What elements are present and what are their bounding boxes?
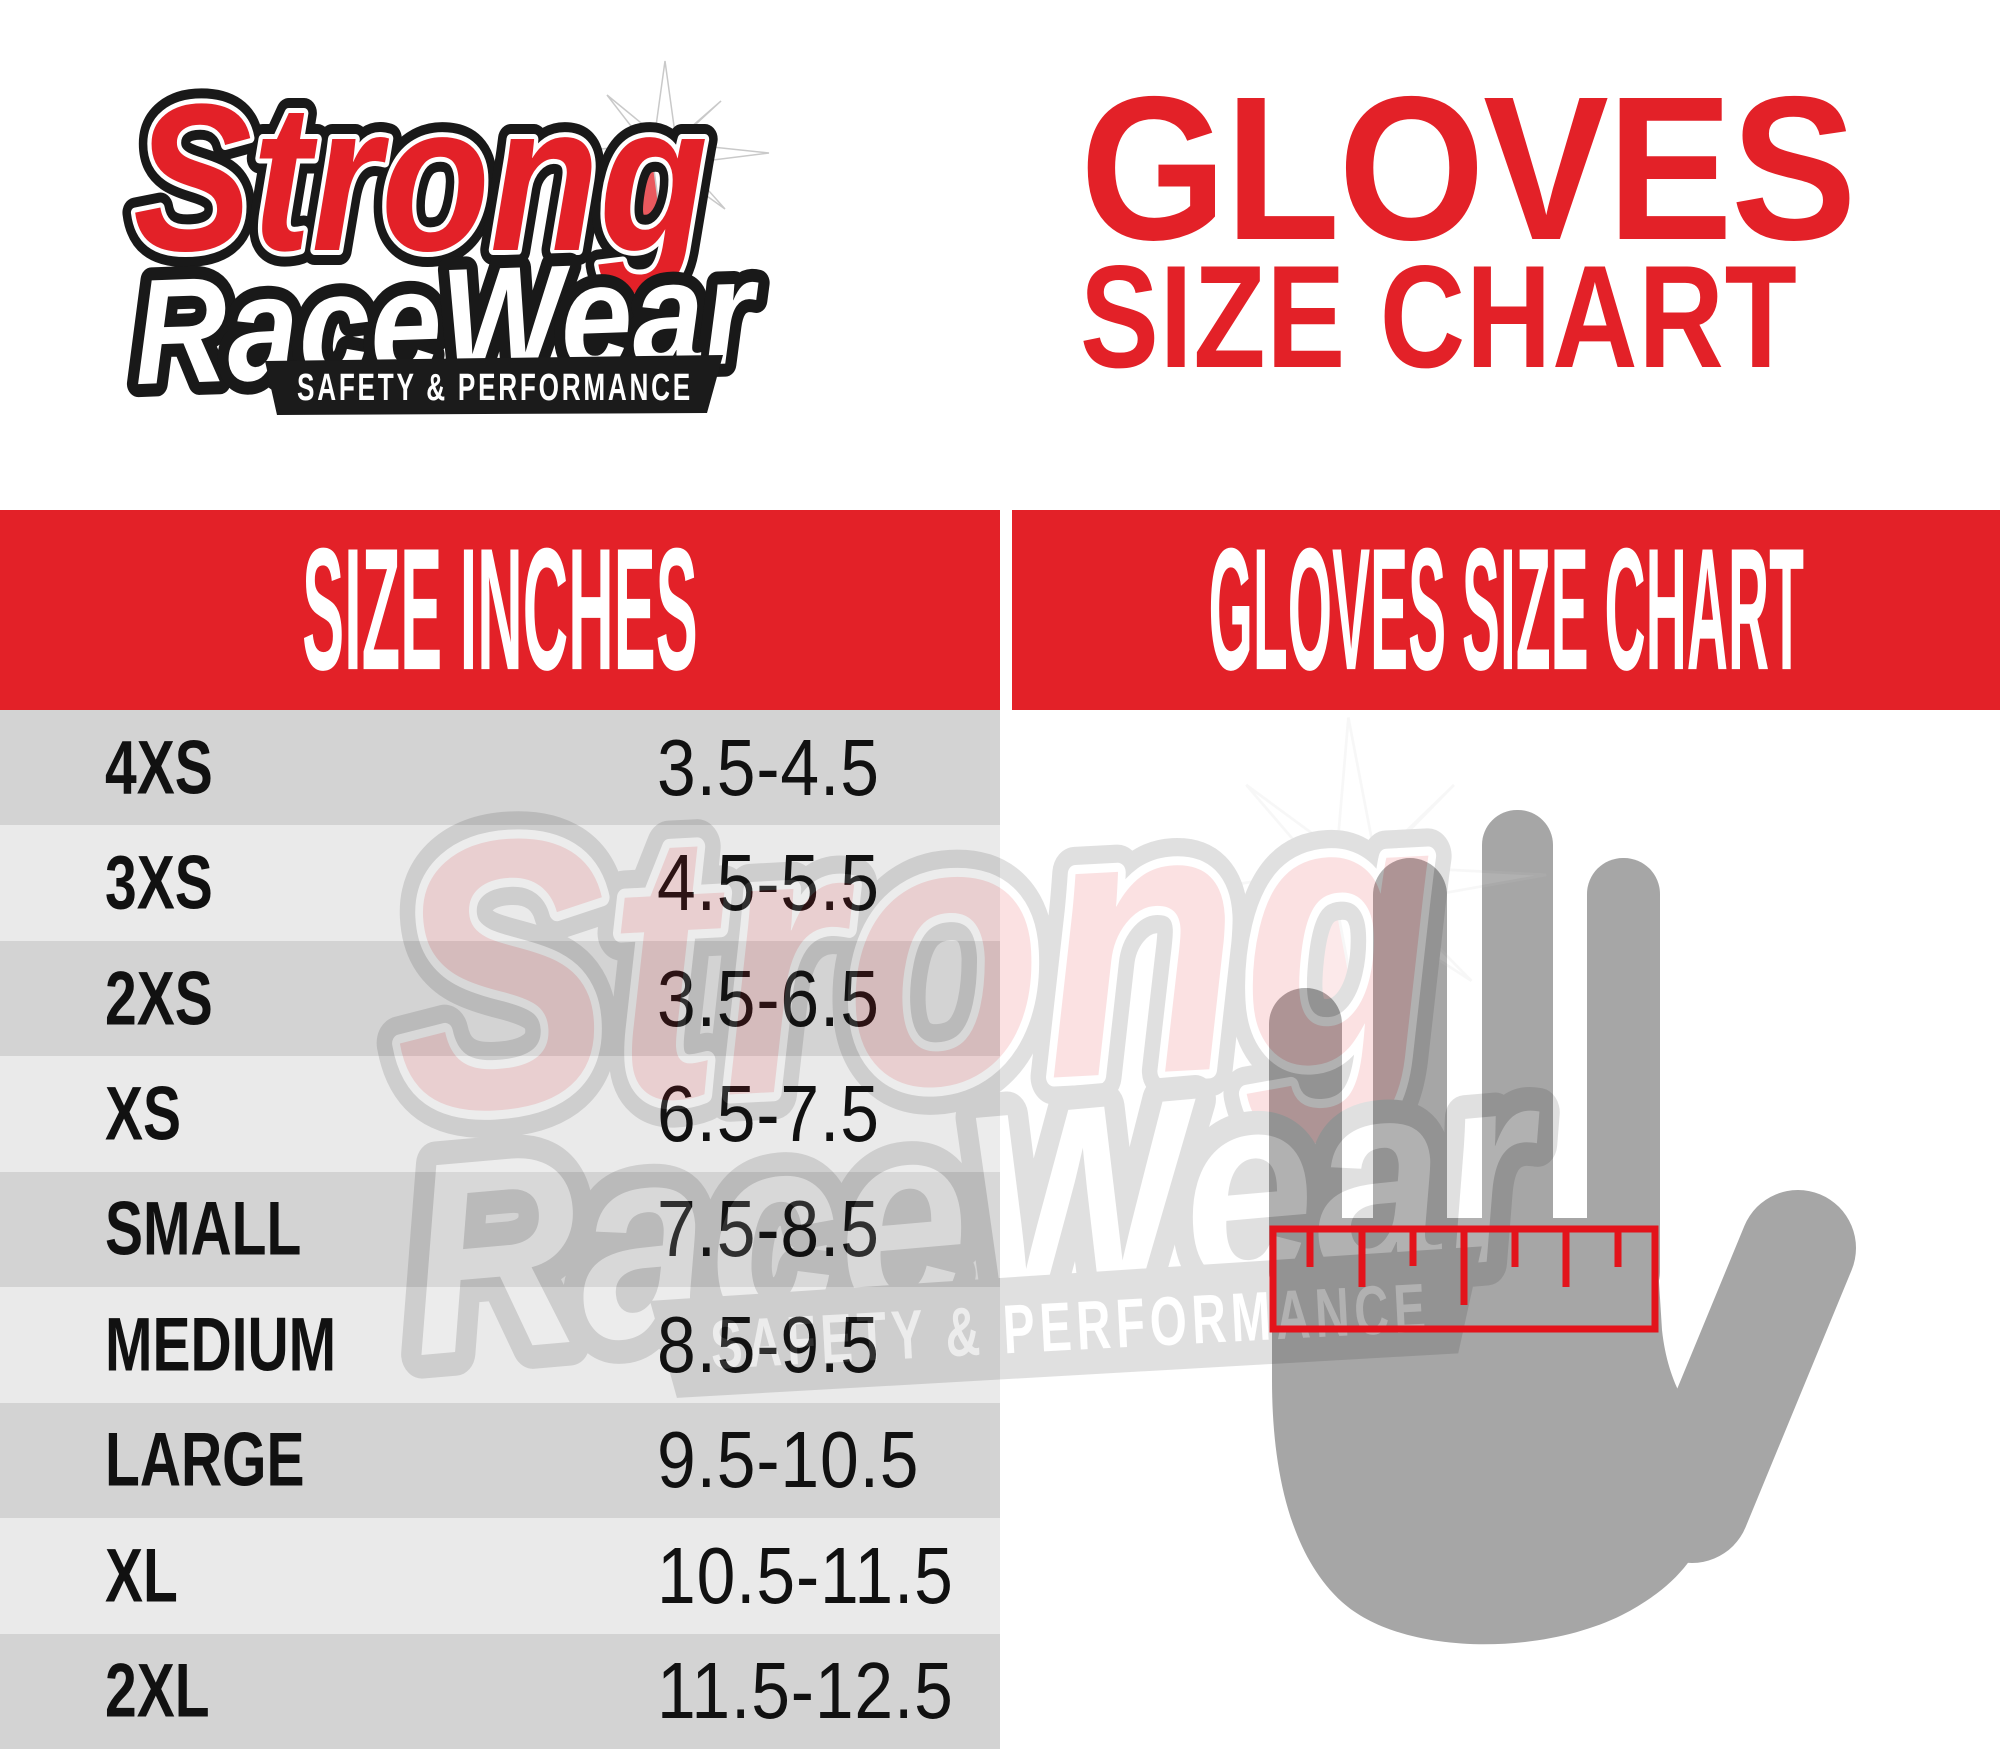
table-row: 3XS 4.5-5.5: [0, 825, 1000, 941]
logo-tagline: SAFETY & PERFORMANCE: [297, 367, 693, 409]
size-inches-value: 4.5-5.5: [657, 838, 880, 928]
thumb: [1634, 1190, 1856, 1563]
size-label: XL: [105, 1533, 178, 1619]
size-label: LARGE: [105, 1417, 305, 1503]
table-row: XS 6.5-7.5: [0, 1056, 1000, 1172]
left-panel-header-label: SIZE INCHES: [302, 512, 698, 708]
size-inches-value: 7.5-8.5: [657, 1184, 880, 1274]
size-label: 2XL: [105, 1648, 210, 1734]
size-inches-value: 9.5-10.5: [657, 1415, 920, 1505]
ruler-icon: [1269, 1225, 1659, 1333]
left-panel-header: SIZE INCHES: [0, 510, 1000, 710]
size-inches-value: 3.5-6.5: [657, 953, 880, 1043]
table-row: 2XS 3.5-6.5: [0, 940, 1000, 1057]
logo-line1-outline: Strong: [133, 60, 708, 295]
right-panel-header: GLOVES SIZE CHART: [1012, 510, 2000, 710]
starburst-icon: [564, 60, 770, 252]
ring-finger: [1373, 858, 1447, 1308]
size-inches-value: 3.5-4.5: [657, 722, 880, 812]
table-row: 4XS 3.5-4.5: [0, 710, 1000, 826]
size-label: SMALL: [105, 1186, 302, 1272]
page-title-line2: SIZE CHART: [1080, 235, 1798, 398]
brand-logo: Strong Strong RaceWear RaceWear SAFETY &…: [105, 45, 776, 435]
index-finger: [1587, 858, 1660, 1308]
table-row: LARGE 9.5-10.5: [0, 1402, 1000, 1519]
table-row: MEDIUM 8.5-9.5: [0, 1287, 1000, 1403]
size-inches-value: 6.5-7.5: [657, 1069, 880, 1159]
table-row: SMALL 7.5-8.5: [0, 1171, 1000, 1288]
size-label: MEDIUM: [105, 1302, 337, 1388]
hand-icon: [1269, 810, 1856, 1645]
right-panel-header-label: GLOVES SIZE CHART: [1208, 512, 1804, 708]
logo-line1: Strong: [133, 60, 708, 295]
size-table: 4XS 3.5-4.5 3XS 4.5-5.5 2XS 3.5-6.5 XS 6.5-7.5 S…: [0, 710, 1000, 1749]
palm: [1272, 1218, 1717, 1645]
brand-logo-graphic: Strong Strong RaceWear RaceWear SAFETY &…: [118, 45, 776, 429]
table-row: 2XL 11.5-12.5: [0, 1633, 1000, 1749]
tagline-bar: [265, 355, 723, 415]
size-label: 2XS: [105, 956, 213, 1042]
size-inches-value: 8.5-9.5: [657, 1299, 880, 1389]
size-label: 3XS: [105, 840, 213, 926]
size-label: 4XS: [105, 725, 213, 811]
size-inches-value: 10.5-11.5: [657, 1530, 954, 1620]
page-title-line1: GLOVES: [1080, 54, 1857, 283]
table-row: XL 10.5-11.5: [0, 1518, 1000, 1634]
size-inches-value: 11.5-12.5: [657, 1646, 954, 1736]
middle-finger: [1482, 810, 1553, 1310]
size-label: XS: [105, 1071, 182, 1157]
